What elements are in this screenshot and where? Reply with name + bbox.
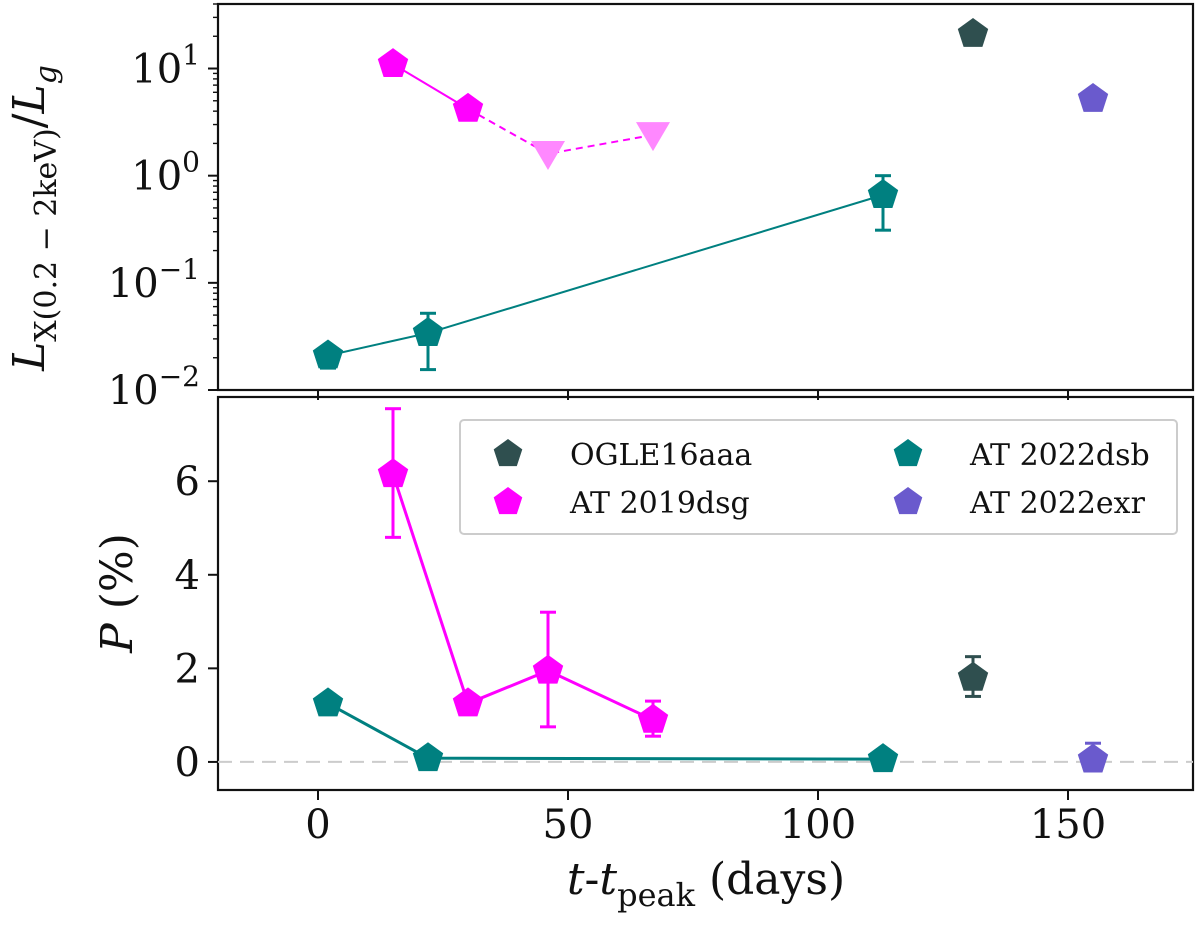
at-2022dsb-marker (312, 339, 344, 369)
at-2019dsg-marker (452, 687, 484, 717)
at-2022dsb-marker (412, 317, 444, 346)
x-tick-label: 100 (780, 802, 856, 848)
bottom-y-tick-label: 0 (175, 740, 200, 786)
at-2019dsg-marker (532, 654, 564, 684)
at-2019dsg-upper-limits-marker (636, 122, 670, 152)
at-2022exr-marker (1077, 83, 1109, 112)
at-2019dsg-line (391, 473, 654, 722)
bottom-y-tick-label: 4 (175, 553, 200, 599)
at-2022dsb-marker (312, 687, 344, 717)
ogle16aaa-marker (957, 18, 989, 47)
legend: OGLE16aaa AT 2022dsb AT 2019dsg AT 2022exr (459, 419, 1178, 535)
legend-box (459, 419, 1178, 535)
legend-label-ogle16aaa: OGLE16aaa (570, 438, 752, 473)
legend-label-at-2022exr: AT 2022exr (969, 486, 1146, 521)
legend-label-at-2022dsb: AT 2022dsb (969, 438, 1150, 473)
top-y-axis-title: LX(0.2 − 2keV)/Lg (4, 65, 64, 372)
at-2022dsb-marker (412, 742, 444, 772)
x-tick-label: 50 (543, 802, 594, 848)
ogle16aaa-marker (957, 661, 989, 691)
at-2019dsg-marker (377, 48, 409, 77)
bottom-y-tick-label: 2 (175, 646, 200, 692)
legend-marker-at-2019dsg (493, 487, 523, 515)
top-panel: 10−2 10−1 100 101 (108, 2, 1195, 414)
at-2022dsb-line (327, 702, 884, 761)
legend-label-at-2019dsg: AT 2019dsg (569, 486, 750, 521)
legend-marker-at-2022exr (893, 487, 923, 515)
bottom-y-axis-title: P (%) (92, 533, 143, 654)
bottom-panel-frame (216, 395, 1195, 792)
x-axis-title: t-tpeak (days) (567, 854, 845, 914)
legend-marker-at-2022dsb (893, 439, 923, 467)
bottom-y-tick-label: 6 (175, 459, 200, 505)
at-2019dsg-marker (452, 92, 484, 122)
top-y-tick-label: 10−2 (108, 360, 200, 414)
at-2019dsg-marker (637, 703, 669, 733)
at-2019dsg-upper-limits-dashed-line (467, 108, 654, 155)
top-panel-frame (216, 2, 1195, 392)
at-2019dsg-upper-limits-marker (531, 141, 565, 170)
at-2022dsb-marker (867, 179, 899, 208)
at-2022dsb-line (327, 194, 884, 357)
legend-marker-ogle16aaa (493, 439, 523, 467)
top-y-tick-label: 101 (131, 39, 200, 93)
x-tick-label: 0 (305, 802, 330, 848)
top-y-tick-label: 10−1 (108, 253, 200, 307)
bottom-panel: 0 2 4 6 0 50 100 150 (175, 395, 1195, 848)
at-2022exr-marker (1077, 743, 1109, 773)
x-tick-label: 150 (1030, 802, 1106, 848)
top-y-tick-label: 100 (131, 146, 200, 200)
at-2019dsg-line (392, 63, 469, 110)
at-2022dsb-marker (867, 743, 899, 773)
at-2019dsg-marker (377, 458, 409, 488)
